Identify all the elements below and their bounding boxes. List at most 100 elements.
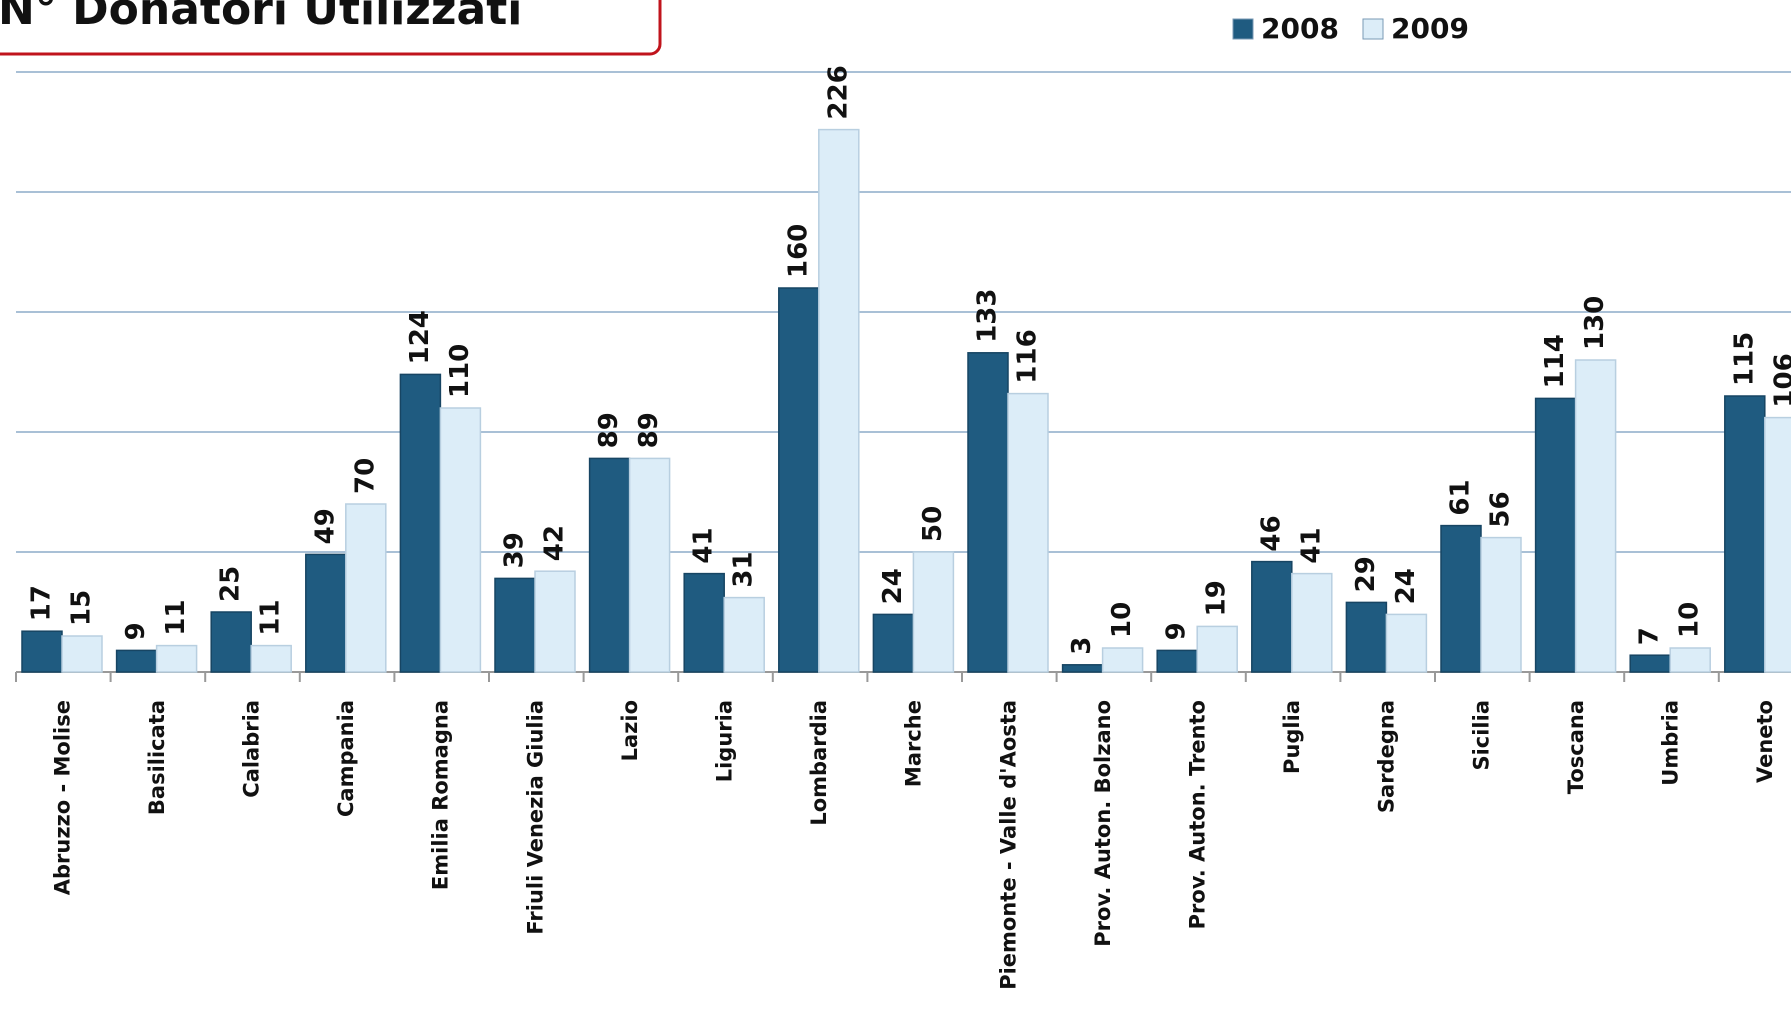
x-tick-label: Lombardia xyxy=(807,700,831,826)
value-label: 11 xyxy=(161,599,191,635)
bar xyxy=(1629,654,1671,673)
x-tick-label: Campania xyxy=(334,700,358,817)
bar xyxy=(115,649,158,673)
bar xyxy=(61,635,103,673)
value-label: 41 xyxy=(689,527,719,563)
bar xyxy=(683,572,725,673)
x-tick-label: Prov. Auton. Bolzano xyxy=(1091,700,1115,947)
legend-label: 2009 xyxy=(1391,12,1469,45)
x-tick-label: Emilia Romagna xyxy=(429,700,453,890)
x-tick-label: Sardegna xyxy=(1375,700,1399,813)
legend-label: 2008 xyxy=(1261,12,1339,45)
bar xyxy=(399,373,442,673)
chart-title: N° Donatori Utilizzati xyxy=(0,0,522,35)
x-tick-label: Puglia xyxy=(1280,700,1304,774)
bar xyxy=(210,611,252,673)
bar xyxy=(1007,392,1049,673)
value-label: 29 xyxy=(1351,556,1381,592)
bar xyxy=(494,577,536,673)
bar xyxy=(1345,601,1388,673)
value-label: 114 xyxy=(1540,334,1570,388)
bar xyxy=(1724,395,1766,673)
value-label: 106 xyxy=(1769,353,1791,407)
title-box xyxy=(0,0,662,56)
bar xyxy=(1480,536,1522,673)
value-label: 24 xyxy=(1391,568,1421,604)
bar xyxy=(912,551,955,673)
bar xyxy=(534,570,576,673)
x-tick-label: Basilicata xyxy=(145,700,169,815)
value-label: 31 xyxy=(729,551,759,587)
value-label: 116 xyxy=(1013,329,1043,383)
value-label: 10 xyxy=(1107,602,1137,638)
value-label: 124 xyxy=(405,310,435,364)
bar xyxy=(723,596,765,673)
value-label: 61 xyxy=(1446,479,1476,515)
value-label: 39 xyxy=(500,532,530,568)
bar xyxy=(1156,649,1198,673)
legend-swatch xyxy=(1362,18,1384,40)
bar xyxy=(872,613,915,673)
value-label: 110 xyxy=(445,344,475,398)
x-tick-label: Veneto xyxy=(1753,700,1777,783)
x-tick-label: Sicilia xyxy=(1469,700,1493,771)
bar xyxy=(588,457,631,673)
bar xyxy=(1251,560,1293,673)
legend-swatch xyxy=(1232,18,1254,40)
value-label: 42 xyxy=(540,525,570,561)
value-label: 10 xyxy=(1675,602,1705,638)
x-tick-label: Calabria xyxy=(240,700,264,798)
x-tick-label: Lazio xyxy=(618,700,642,761)
value-label: 89 xyxy=(634,412,664,448)
x-tick-label: Prov. Auton. Trento xyxy=(1186,700,1210,929)
value-label: 7 xyxy=(1635,627,1665,645)
value-label: 46 xyxy=(1256,515,1286,551)
value-label: 133 xyxy=(973,289,1003,343)
x-tick-label: Umbria xyxy=(1659,700,1683,786)
value-label: 19 xyxy=(1202,580,1232,616)
bar xyxy=(628,457,671,673)
bar xyxy=(1440,524,1482,673)
bar xyxy=(345,503,387,673)
value-label: 115 xyxy=(1729,332,1759,386)
value-label: 25 xyxy=(216,566,246,602)
value-label: 50 xyxy=(918,506,948,542)
x-tick-label: Piemonte - Valle d'Aosta xyxy=(996,700,1020,990)
value-label: 89 xyxy=(594,412,624,448)
value-label: 15 xyxy=(67,590,97,626)
value-label: 130 xyxy=(1580,296,1610,350)
value-label: 226 xyxy=(823,65,853,119)
bar xyxy=(439,407,482,673)
x-tick-label: Marche xyxy=(902,700,926,787)
value-label: 56 xyxy=(1486,491,1516,527)
x-tick-label: Toscana xyxy=(1564,700,1588,794)
value-label: 70 xyxy=(350,458,380,494)
bar xyxy=(1061,664,1104,673)
value-label: 11 xyxy=(256,599,286,635)
value-label: 9 xyxy=(1162,622,1192,640)
value-label: 17 xyxy=(27,585,57,621)
bar xyxy=(818,128,860,673)
bar xyxy=(778,287,820,673)
bar xyxy=(1534,397,1577,673)
bar xyxy=(250,644,292,673)
bar xyxy=(155,644,198,673)
x-tick-label: Abruzzo - Molise xyxy=(50,700,74,895)
value-label: 41 xyxy=(1296,527,1326,563)
bar xyxy=(967,352,1009,673)
bar xyxy=(1196,625,1238,673)
value-label: 49 xyxy=(310,508,340,544)
value-label: 3 xyxy=(1067,637,1097,655)
bar xyxy=(1101,647,1144,673)
x-tick-label: Friuli Venezia Giulia xyxy=(523,700,547,935)
value-label: 24 xyxy=(878,568,908,604)
x-tick-label: Liguria xyxy=(713,700,737,782)
bar xyxy=(305,553,347,673)
bar xyxy=(21,630,63,673)
bar xyxy=(1669,647,1711,673)
bar xyxy=(1291,572,1333,673)
bar xyxy=(1574,359,1617,673)
value-label: 160 xyxy=(783,224,813,278)
